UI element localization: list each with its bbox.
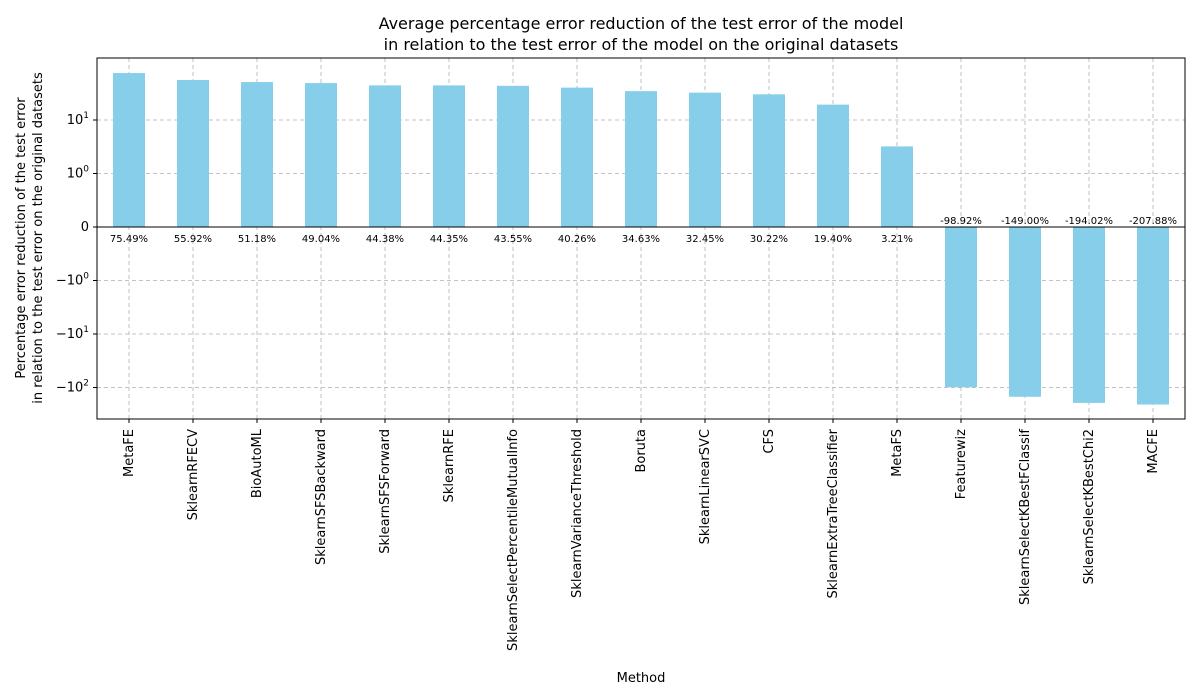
x-tick-label: MetaFS [890,429,905,477]
x-tick-label: SklearnSFSForward [378,429,393,554]
bar [753,94,785,227]
data-label: 34.63% [622,234,660,245]
bar [561,87,593,227]
y-tick-label: −100 [56,272,89,289]
data-label: 32.45% [686,234,724,245]
data-label: -149.00% [1001,216,1049,227]
y-tick-label: 100 [67,165,90,182]
y-tick-label: −101 [56,325,89,342]
y-axis-label-line-1: Percentage error reduction of the test e… [14,97,29,379]
bar [625,91,657,228]
x-tick-label: Featurewiz [954,429,969,499]
data-label: -98.92% [940,216,982,227]
y-tick-label: 101 [67,111,89,128]
bar [1073,227,1105,403]
data-label: 43.55% [494,234,532,245]
bar [497,85,529,227]
data-label: 49.04% [302,234,340,245]
bar [305,83,337,228]
x-tick-label: MetaFE [122,429,137,477]
x-axis-ticks: MetaFE SklearnRFECV BioAutoML SklearnSFSBac… [122,419,1161,651]
bar [881,146,913,227]
y-axis-ticks: 101 100 0 −100 −101 −102 [56,111,97,396]
data-labels: 75.49% 55.92% 51.18% 49.04% 44.38% 44.35% 43.5… [110,216,1177,245]
data-label: 44.35% [430,234,468,245]
bar [1137,227,1169,405]
bar [177,80,209,227]
data-label: -194.02% [1065,216,1113,227]
data-label: 40.26% [558,234,596,245]
bar [689,92,721,227]
chart-title-line-1: Average percentage error reduction of th… [379,14,904,33]
x-tick-label: SklearnSelectKBestChi2 [1082,429,1097,584]
x-tick-label: SklearnSelectKBestFClassif [1018,429,1033,605]
plot-frame [96,57,1186,420]
data-label: 55.92% [174,234,212,245]
x-tick-label: SklearnLinearSVC [698,429,713,544]
data-label: 51.18% [238,234,276,245]
data-label: 30.22% [750,234,788,245]
bar [817,104,849,227]
data-label: -207.88% [1129,216,1177,227]
y-axis-label-line-2: in relation to the test error on the ori… [31,72,46,404]
x-tick-label: SklearnRFE [442,429,457,502]
bars [113,73,1169,405]
x-axis-label: Method [617,671,666,686]
bar [945,227,977,388]
data-label: 44.38% [366,234,404,245]
bar [1009,227,1041,397]
x-tick-label: SklearnVarianceThreshold [570,429,585,598]
x-tick-label: Boruta [634,429,649,473]
bar [241,82,273,227]
y-tick-label: −102 [56,379,89,396]
x-tick-label: BioAutoML [250,428,265,498]
x-tick-label: SklearnSFSBackward [314,429,329,565]
x-tick-label: SklearnExtraTreeClassifier [826,428,841,598]
bar [433,85,465,227]
x-tick-label: MACFE [1146,429,1161,474]
y-tick-label: 0 [81,220,89,235]
bar [113,73,145,227]
x-tick-label: CFS [762,429,777,454]
data-label: 19.40% [814,234,852,245]
data-label: 3.21% [881,234,913,245]
x-tick-label: SklearnSelectPercentileMutualInfo [506,429,521,651]
data-label: 75.49% [110,234,148,245]
chart-title-line-2: in relation to the test error of the mod… [384,35,899,54]
x-tick-label: SklearnRFECV [186,429,201,521]
bar [369,85,401,227]
